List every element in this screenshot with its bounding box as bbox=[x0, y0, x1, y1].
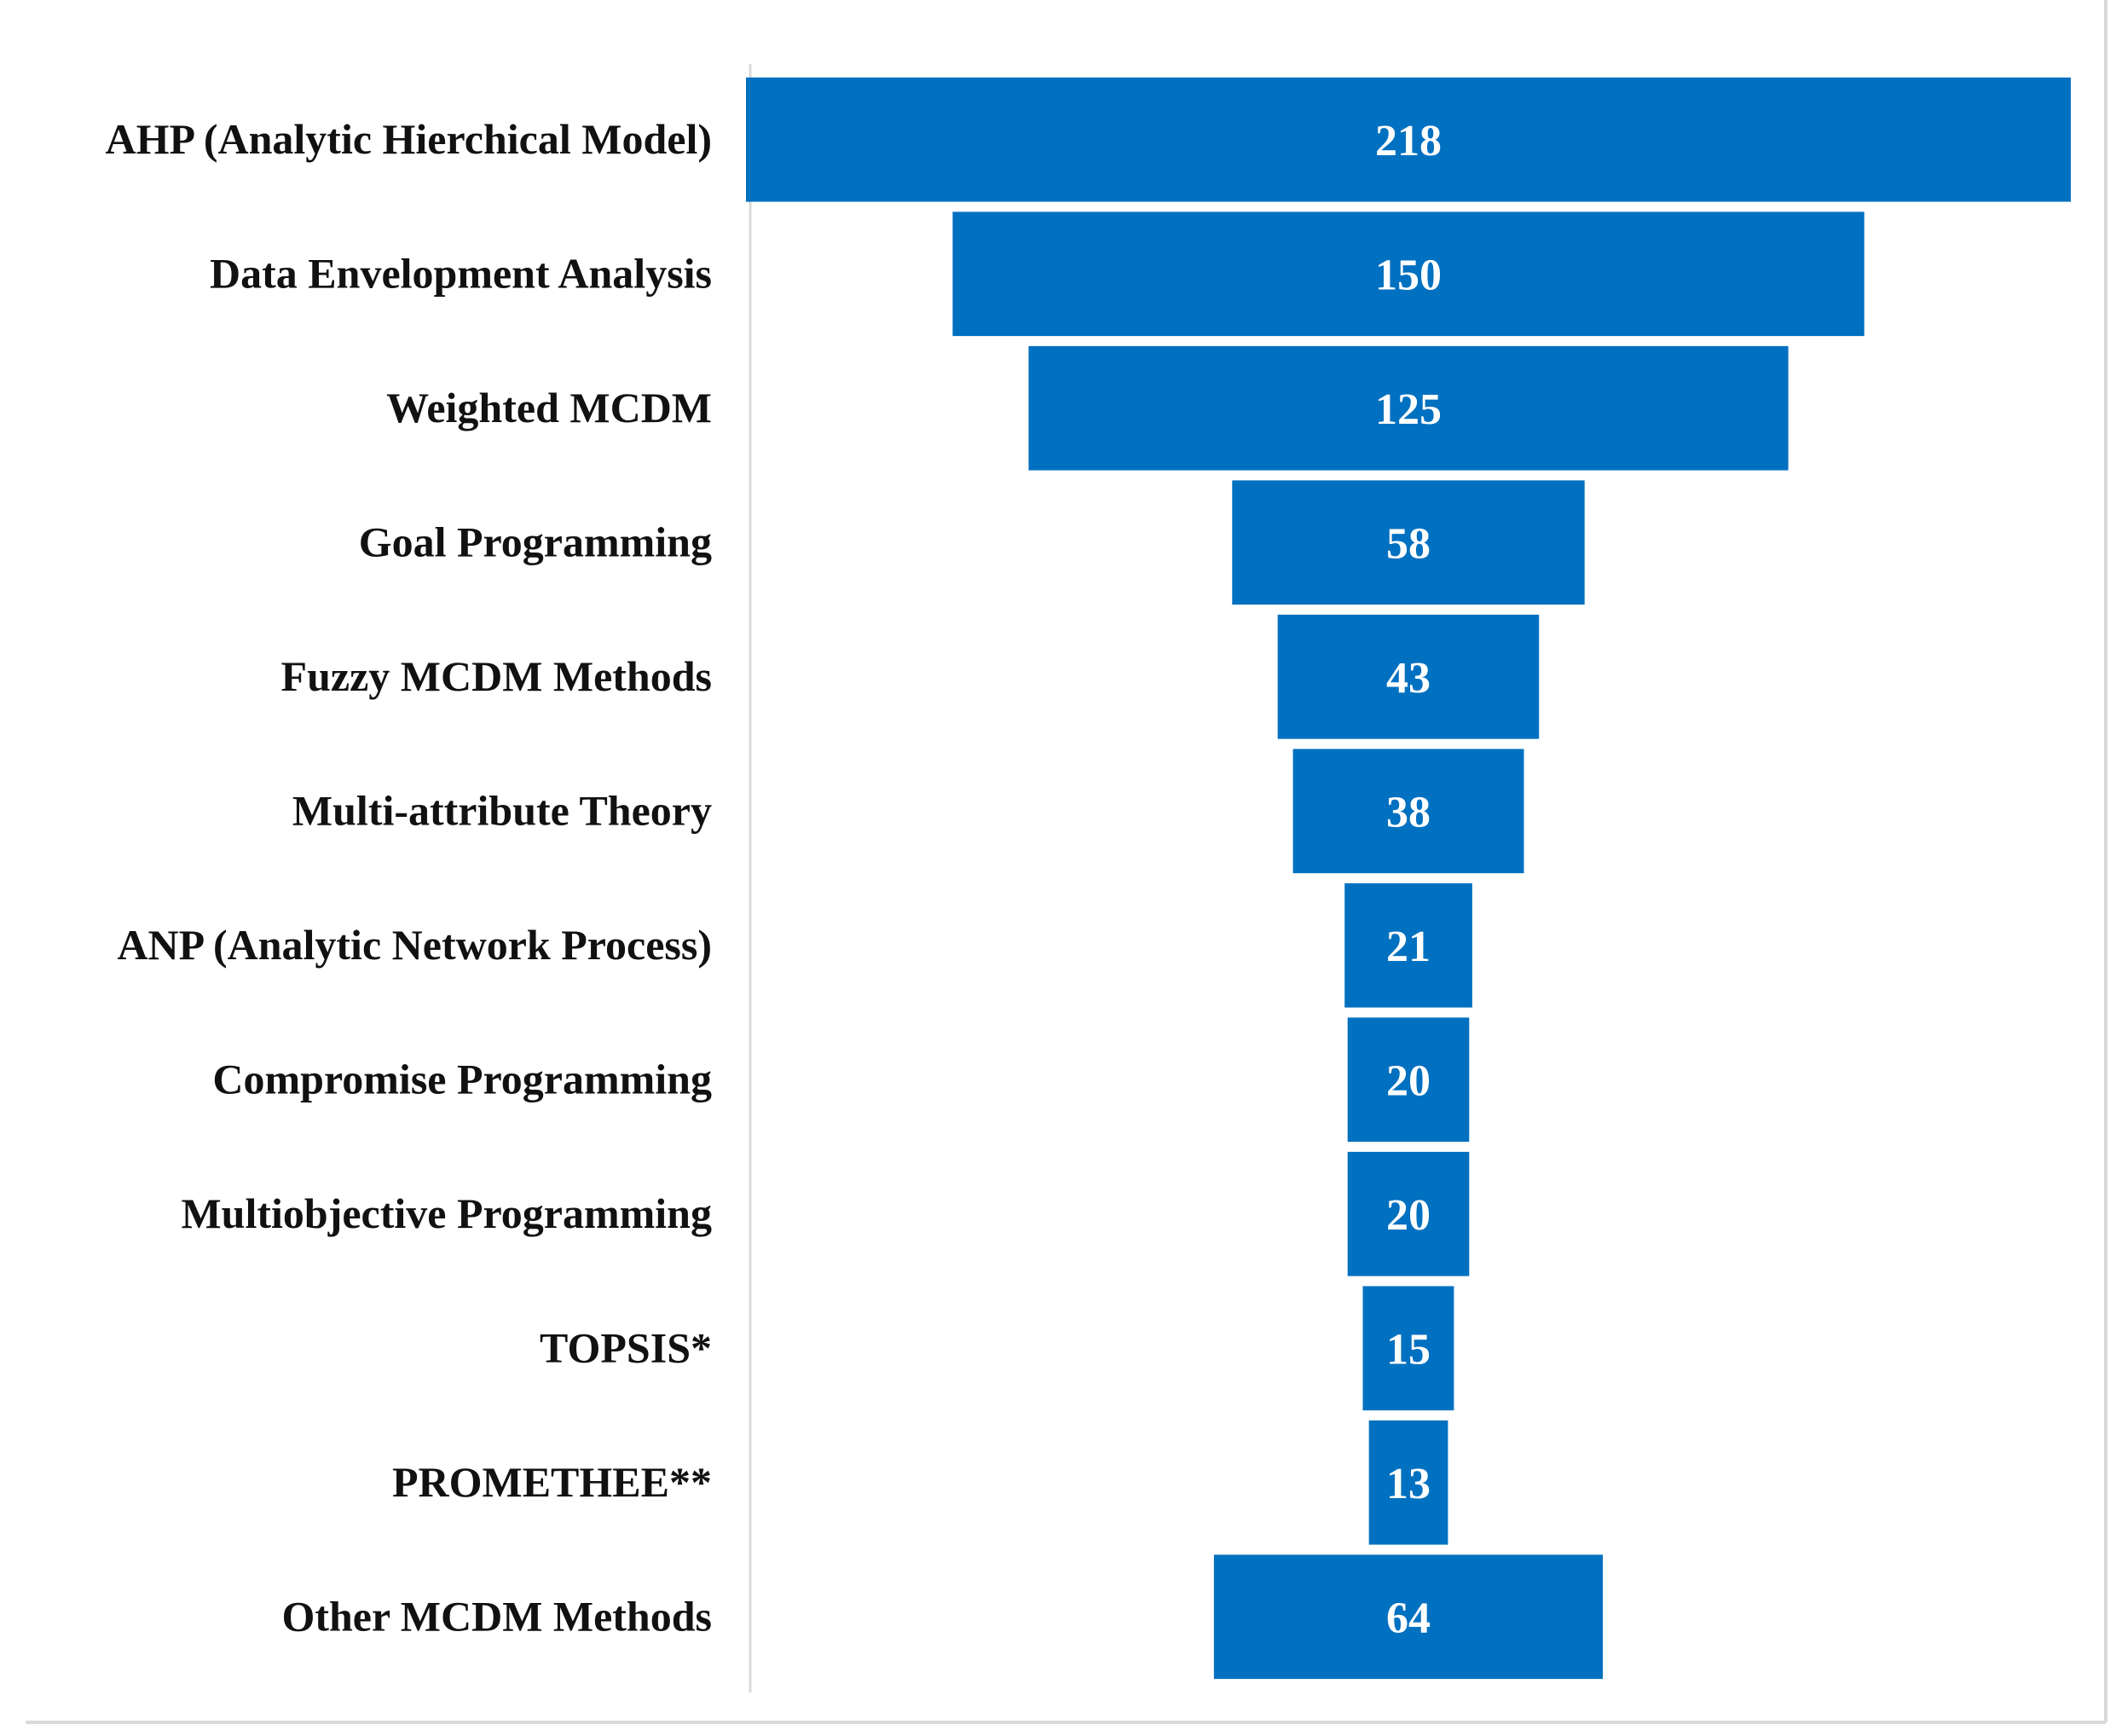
bar-value-label: 20 bbox=[1386, 1191, 1431, 1240]
bar bbox=[746, 77, 2071, 202]
bar-value-label: 21 bbox=[1386, 923, 1431, 971]
bar bbox=[952, 211, 1865, 337]
category-label: AHP (Analytic Hierchical Model) bbox=[106, 115, 712, 163]
bar-value-label: 150 bbox=[1375, 251, 1442, 299]
bar-value-label: 20 bbox=[1386, 1056, 1431, 1105]
category-label: TOPSIS* bbox=[540, 1323, 712, 1371]
bar bbox=[1028, 345, 1789, 471]
bar bbox=[1362, 1286, 1454, 1411]
category-labels: AHP (Analytic Hierchical Model) Data Enve… bbox=[106, 115, 712, 1641]
bars bbox=[746, 77, 2071, 1680]
chart-frame bbox=[26, 0, 2107, 1724]
category-label: Multi-attribute Theory bbox=[292, 786, 712, 834]
bar bbox=[1232, 480, 1585, 605]
category-label: Weighted MCDM bbox=[386, 384, 712, 431]
category-label: Goal Programming bbox=[359, 518, 712, 565]
bar bbox=[1368, 1420, 1448, 1545]
bar-value-label: 43 bbox=[1386, 654, 1431, 703]
value-labels: 218 150 125 58 43 38 21 20 20 15 13 64 bbox=[1375, 117, 1442, 1643]
bar-value-label: 38 bbox=[1386, 788, 1431, 836]
bar bbox=[1277, 614, 1540, 739]
category-label: PROMETHEE** bbox=[392, 1458, 712, 1506]
category-label: Fuzzy MCDM Methods bbox=[281, 652, 712, 700]
bar bbox=[1292, 749, 1524, 874]
bar-value-label: 13 bbox=[1386, 1460, 1431, 1508]
bar bbox=[1344, 882, 1472, 1008]
bar-value-label: 15 bbox=[1386, 1325, 1431, 1374]
bar bbox=[1347, 1151, 1470, 1276]
bar-value-label: 64 bbox=[1386, 1594, 1431, 1642]
bar-value-label: 125 bbox=[1375, 385, 1442, 434]
category-label: Compromise Programming bbox=[212, 1055, 712, 1102]
bar bbox=[1347, 1017, 1470, 1143]
category-label: Data Envelopment Analysis bbox=[210, 249, 712, 297]
category-label: Multiobjective Programming bbox=[181, 1189, 712, 1237]
bar-value-label: 58 bbox=[1386, 519, 1431, 568]
category-label: Other MCDM Methods bbox=[281, 1592, 712, 1640]
bar-value-label: 218 bbox=[1375, 117, 1442, 165]
bar bbox=[1213, 1554, 1604, 1680]
category-label: ANP (Analytic Network Process) bbox=[117, 921, 712, 969]
